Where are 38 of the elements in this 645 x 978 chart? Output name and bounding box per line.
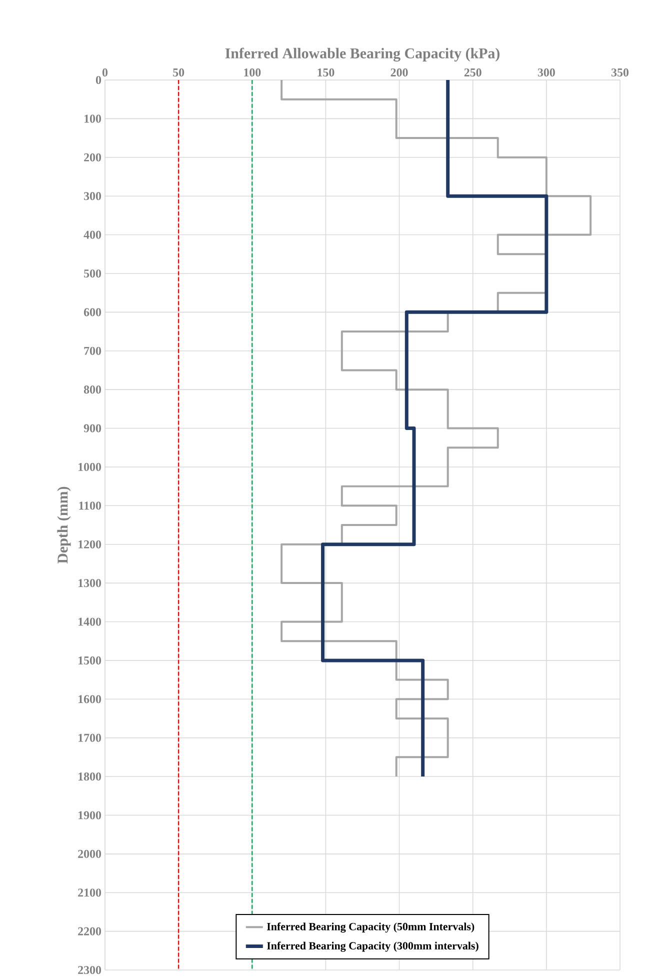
x-tick-label: 350 [611,68,629,76]
y-tick-label: 2300 [78,966,102,974]
x-axis-title: Inferred Allowable Bearing Capacity (kPa) [225,48,500,62]
y-tick-label: 700 [84,346,102,355]
y-tick-label: 800 [84,386,102,394]
y-tick-label: 200 [84,153,102,162]
y-tick-label: 1600 [78,695,102,704]
x-tick-label: 300 [538,68,555,76]
y-tick-label: 300 [84,192,102,200]
y-tick-label: 1000 [78,462,102,471]
y-tick-label: 100 [84,114,102,123]
y-tick-label: 1800 [78,772,102,781]
y-tick-label: 1900 [78,811,102,820]
y-tick-label: 2000 [78,850,102,858]
legend-label: Inferred Bearing Capacity (300mm intervals) [267,942,478,952]
y-tick-label: 400 [84,230,102,239]
x-tick-label: 0 [102,68,108,76]
y-tick-label: 900 [84,424,102,432]
x-tick-label: 100 [244,68,261,76]
y-tick-label: 1500 [78,656,102,664]
y-tick-label: 2100 [78,888,102,897]
y-tick-label: 0 [96,76,102,84]
y-tick-label: 1700 [78,734,102,742]
x-tick-label: 200 [390,68,408,76]
legend-label: Inferred Bearing Capacity (50mm Intervals) [267,922,474,933]
y-tick-label: 1100 [79,502,102,510]
line-series [321,80,548,778]
y-tick-label: 600 [84,308,102,316]
y-tick-label: 1200 [78,540,102,548]
x-tick-label: 250 [464,68,482,76]
y-tick-label: 500 [84,269,102,278]
y-tick-label: 1300 [78,579,102,588]
x-tick-label: 150 [318,68,334,76]
x-tick-label: 50 [173,68,184,76]
line-series [280,80,592,778]
y-axis-title: Depth (mm) [57,486,71,564]
y-tick-label: 2200 [78,927,102,936]
y-tick-label: 1400 [78,618,102,626]
